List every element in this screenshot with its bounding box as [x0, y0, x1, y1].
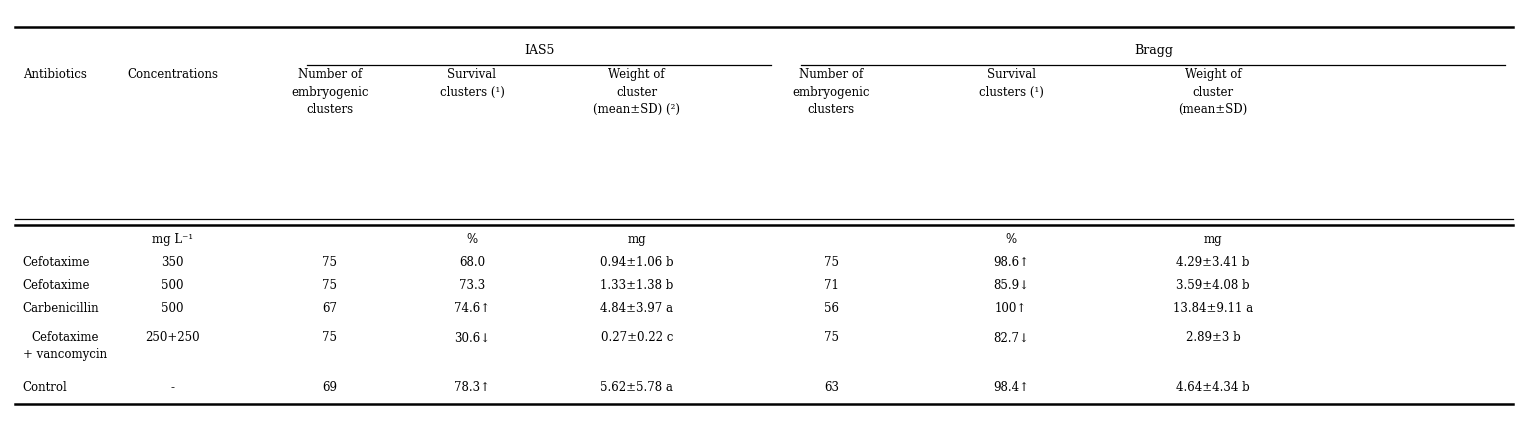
Text: 98.6↑: 98.6↑: [993, 256, 1028, 269]
Text: Survival
clusters (¹): Survival clusters (¹): [978, 68, 1044, 99]
Text: Weight of
cluster
(mean±SD): Weight of cluster (mean±SD): [1178, 68, 1248, 116]
Text: Weight of
cluster
(mean±SD) (²): Weight of cluster (mean±SD) (²): [593, 68, 680, 116]
Text: Cefotaxime: Cefotaxime: [23, 279, 90, 292]
Text: 30.6↓: 30.6↓: [454, 331, 490, 344]
Text: Cefotaxime
+ vancomycin: Cefotaxime + vancomycin: [23, 331, 107, 361]
Text: 63: 63: [824, 381, 839, 394]
Text: %: %: [466, 233, 478, 246]
Text: Concentrations: Concentrations: [127, 68, 219, 82]
Text: 0.94±1.06 b: 0.94±1.06 b: [601, 256, 674, 269]
Text: 0.27±0.22 c: 0.27±0.22 c: [601, 331, 672, 344]
Text: mg: mg: [1204, 233, 1222, 246]
Text: 68.0: 68.0: [458, 256, 484, 269]
Text: 13.84±9.11 a: 13.84±9.11 a: [1174, 302, 1253, 315]
Text: 75: 75: [322, 279, 338, 292]
Text: Carbenicillin: Carbenicillin: [23, 302, 99, 315]
Text: 5.62±5.78 a: 5.62±5.78 a: [601, 381, 674, 394]
Text: 85.9↓: 85.9↓: [993, 279, 1028, 292]
Text: 98.4↑: 98.4↑: [993, 381, 1028, 394]
Text: 3.59±4.08 b: 3.59±4.08 b: [1177, 279, 1250, 292]
Text: %: %: [1005, 233, 1016, 246]
Text: 4.64±4.34 b: 4.64±4.34 b: [1177, 381, 1250, 394]
Text: Cefotaxime: Cefotaxime: [23, 256, 90, 269]
Text: 100↑: 100↑: [995, 302, 1027, 315]
Text: Number of
embryogenic
clusters: Number of embryogenic clusters: [290, 68, 368, 116]
Text: Number of
embryogenic
clusters: Number of embryogenic clusters: [793, 68, 869, 116]
Text: 500: 500: [162, 279, 183, 292]
Text: 82.7↓: 82.7↓: [993, 331, 1028, 344]
Text: 1.33±1.38 b: 1.33±1.38 b: [601, 279, 674, 292]
Text: 74.6↑: 74.6↑: [454, 302, 490, 315]
Text: Control: Control: [23, 381, 67, 394]
Text: 73.3: 73.3: [458, 279, 484, 292]
Text: Antibiotics: Antibiotics: [23, 68, 87, 82]
Text: 69: 69: [322, 381, 338, 394]
Text: IAS5: IAS5: [524, 44, 555, 57]
Text: 75: 75: [824, 331, 839, 344]
Text: 350: 350: [162, 256, 183, 269]
Text: 75: 75: [824, 256, 839, 269]
Text: 56: 56: [824, 302, 839, 315]
Text: 4.29±3.41 b: 4.29±3.41 b: [1177, 256, 1250, 269]
Text: 4.84±3.97 a: 4.84±3.97 a: [601, 302, 674, 315]
Text: -: -: [171, 381, 174, 394]
Text: 500: 500: [162, 302, 183, 315]
Text: mg L⁻¹: mg L⁻¹: [151, 233, 193, 246]
Text: 75: 75: [322, 256, 338, 269]
Text: 78.3↑: 78.3↑: [454, 381, 490, 394]
Text: mg: mg: [628, 233, 646, 246]
Text: Bragg: Bragg: [1134, 44, 1174, 57]
Text: 67: 67: [322, 302, 338, 315]
Text: 75: 75: [322, 331, 338, 344]
Text: 250+250: 250+250: [145, 331, 200, 344]
Text: Survival
clusters (¹): Survival clusters (¹): [440, 68, 504, 99]
Text: 2.89±3 b: 2.89±3 b: [1186, 331, 1241, 344]
Text: 71: 71: [824, 279, 839, 292]
